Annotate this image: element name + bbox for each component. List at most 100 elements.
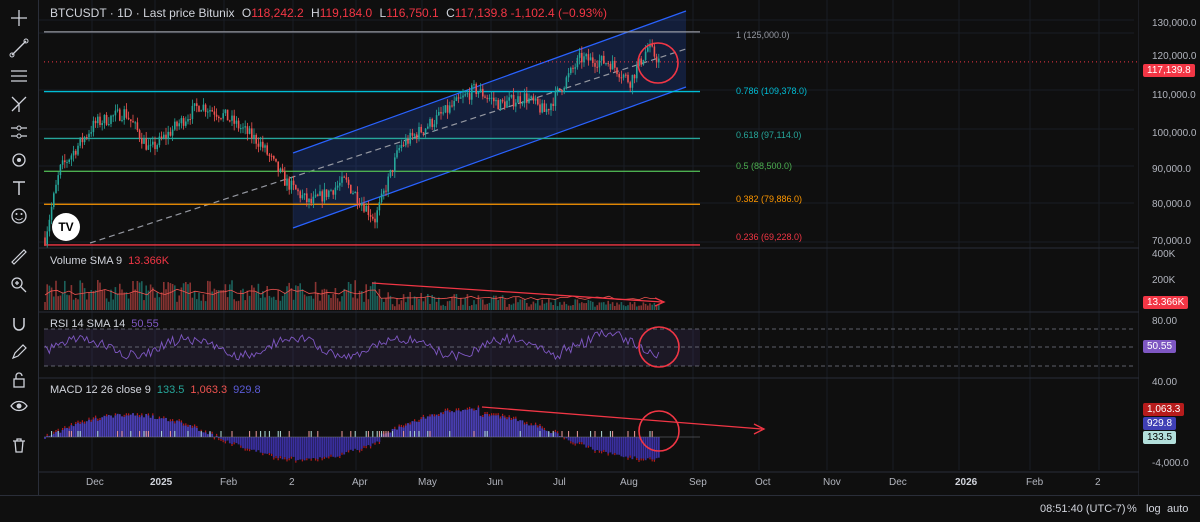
volume-bar [522, 299, 524, 310]
horizontal-lines-icon[interactable] [7, 64, 31, 88]
volume-bar [306, 296, 308, 310]
volume-bar [328, 295, 330, 310]
candle-body [255, 135, 257, 144]
candle-body [489, 98, 491, 99]
lock-icon[interactable] [7, 368, 31, 392]
macd-hist-bar [97, 431, 98, 437]
macd-hist-bar [122, 431, 123, 437]
zoom-icon[interactable] [7, 273, 31, 297]
macd-line-seg [482, 415, 483, 417]
macd-area-bar [337, 437, 339, 457]
volume-bar [209, 281, 211, 310]
macd-hist-bar [232, 431, 233, 437]
ruler-icon[interactable] [7, 245, 31, 269]
candle-body [596, 67, 598, 68]
macd-area-bar [456, 410, 458, 437]
volume-bar [546, 303, 548, 310]
macd-line-seg [196, 426, 197, 428]
candle-body [178, 123, 180, 126]
macd-hist-bar [372, 431, 373, 437]
macd-line-seg [192, 426, 193, 428]
crosshair-icon[interactable] [7, 6, 31, 30]
volume-bar [284, 293, 286, 310]
brush-icon[interactable] [7, 148, 31, 172]
macd-area-bar [596, 437, 598, 450]
candle-body [211, 110, 213, 111]
macd-area-bar [95, 418, 97, 437]
candle-body [475, 84, 477, 94]
gann-icon[interactable] [7, 120, 31, 144]
macd-area-bar [339, 437, 341, 456]
candle-body [605, 63, 607, 64]
macd-line-seg [478, 405, 479, 407]
macd-area-bar [511, 420, 513, 437]
macd-line-seg [95, 416, 96, 418]
macd-line-seg [187, 425, 188, 427]
text-icon[interactable] [7, 176, 31, 200]
trend-line-icon[interactable] [7, 36, 31, 60]
candle-body [396, 150, 398, 157]
volume-bar [588, 300, 590, 310]
candle-body [508, 97, 510, 100]
volume-bar [310, 296, 312, 310]
macd-hist-bar [381, 431, 382, 437]
macd-area-bar [572, 437, 574, 442]
volume-bar [533, 302, 535, 310]
macd-hist-bar [474, 431, 475, 437]
percent-toggle[interactable]: % [1127, 503, 1137, 515]
log-toggle[interactable]: log [1146, 503, 1161, 515]
symbol-title[interactable]: BTCUSDT · 1D · Last price Bitunix [50, 6, 235, 20]
candle-body [247, 126, 249, 134]
emoji-icon[interactable] [7, 204, 31, 228]
macd-area-bar [638, 437, 640, 460]
candle-body [161, 137, 163, 139]
volume-bar [407, 297, 409, 310]
volume-bar [599, 302, 601, 310]
auto-toggle[interactable]: auto [1167, 503, 1188, 515]
clock-display[interactable]: 08:51:40 (UTC-7) [1040, 503, 1126, 515]
trash-icon[interactable] [7, 433, 31, 457]
macd-area-bar [288, 437, 290, 458]
macd-area-bar [590, 437, 592, 447]
candle-body [321, 191, 323, 201]
rsi-label: RSI 14 SMA 14 [50, 318, 125, 330]
macd-line-seg [330, 455, 331, 457]
volume-bar [64, 281, 66, 310]
candle-body [302, 195, 304, 198]
macd-line-seg [269, 453, 270, 455]
macd-area-bar [106, 416, 108, 437]
pencil-lock-icon[interactable] [7, 340, 31, 364]
macd-area-bar [222, 437, 224, 440]
volume-bar [497, 300, 499, 310]
candle-body [526, 93, 528, 102]
macd-area-bar [482, 417, 484, 437]
candle-body [62, 160, 64, 164]
macd-line-seg [636, 458, 637, 460]
candle-body [306, 193, 308, 202]
chart-canvas[interactable] [39, 0, 1139, 495]
macd-line-seg [69, 426, 70, 428]
macd-area-bar [396, 430, 398, 437]
pitchfork-icon[interactable] [7, 92, 31, 116]
magnet-icon[interactable] [7, 312, 31, 336]
macd-area-bar [163, 418, 165, 437]
macd-line-seg [500, 416, 501, 418]
candle-body [49, 220, 51, 232]
macd-area-bar [583, 437, 585, 444]
eye-icon[interactable] [7, 394, 31, 418]
macd-area-bar [192, 428, 194, 437]
volume-bar [101, 290, 103, 310]
candle-body [440, 112, 442, 114]
fib-label: 0.236 (69,228.0) [736, 232, 802, 242]
volume-bar [220, 290, 222, 310]
volume-bar [456, 294, 458, 310]
volume-bar [493, 296, 495, 310]
volume-bar [200, 301, 202, 310]
macd-hist-bar [51, 431, 52, 437]
volume-bar [258, 284, 260, 310]
candle-body [528, 98, 530, 102]
macd-area-bar [398, 426, 400, 437]
